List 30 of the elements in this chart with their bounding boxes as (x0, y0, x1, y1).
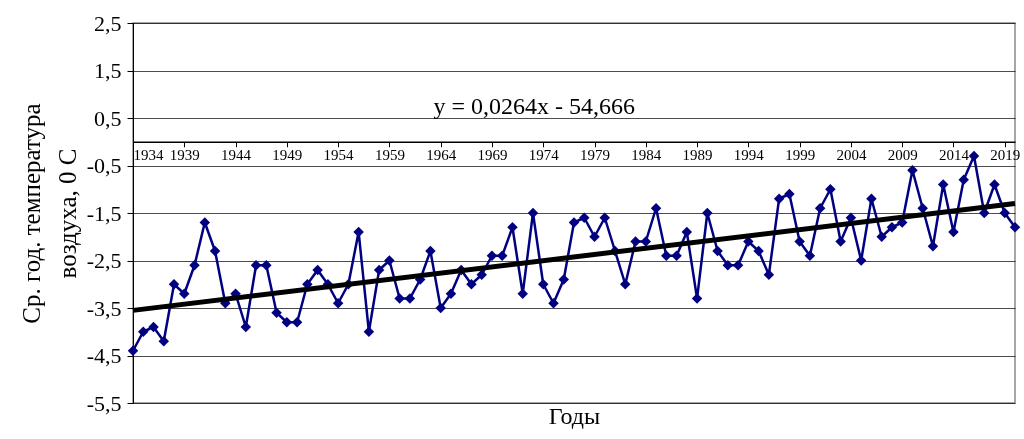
y-tick-label: -3,5 (86, 295, 122, 321)
y-tick-label: 1,5 (94, 58, 122, 83)
y-tick-label: -0,5 (86, 153, 122, 178)
x-tick-label: 1974 (528, 147, 560, 164)
y-axis-title: Ср. год. температура воздуха, 0 С (17, 103, 81, 324)
x-tick-label: 2004 (836, 147, 867, 164)
y-tick-label: -4,5 (86, 343, 122, 368)
annotation: y = 0,0264x - 54,666 (433, 92, 636, 119)
y-tick-label: -2,5 (86, 248, 122, 273)
x-tick-label: 1939 (169, 147, 200, 164)
y-tick-label: 0,5 (94, 105, 122, 131)
y-tick-label: -1,5 (86, 200, 122, 226)
y-tick-label: 2,5 (94, 10, 122, 36)
x-tick-label: 1944 (221, 147, 252, 164)
x-axis-title: Годы (548, 402, 601, 429)
x-tick-label: 2009 (887, 147, 918, 164)
x-tick-label: 1959 (374, 147, 405, 164)
x-tick-label: 1954 (323, 147, 355, 164)
x-tick-label: 1949 (272, 147, 303, 164)
x-tick-label: 2019 (990, 147, 1021, 164)
x-tick-label: 1994 (733, 147, 765, 164)
x-tick-label: 1969 (477, 147, 508, 164)
y-tick-label: -5,5 (86, 390, 122, 416)
x-tick-label: 1964 (426, 147, 457, 164)
x-tick-label: 1984 (631, 147, 662, 164)
x-tick-label: 1999 (785, 147, 816, 164)
x-tick-label: 1934 (133, 147, 164, 164)
x-tick-label: 1979 (580, 147, 611, 164)
x-tick-label: 2014 (938, 147, 970, 164)
x-tick-label: 1989 (682, 147, 713, 164)
